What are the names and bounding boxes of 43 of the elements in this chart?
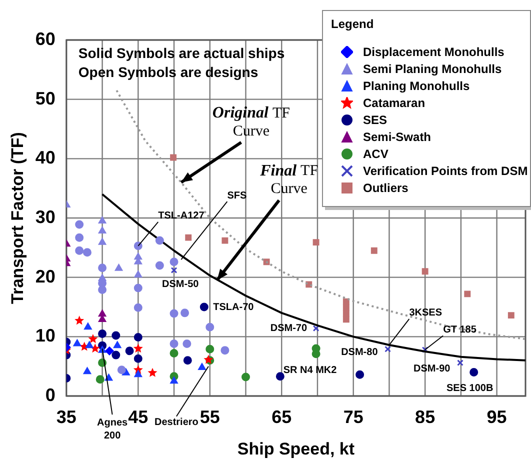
annotation: SR N4 MK2 — [283, 365, 338, 376]
legend-title: Legend — [331, 17, 375, 31]
y-tick-label: 20 — [35, 266, 56, 286]
y-tick-label: 50 — [35, 88, 56, 108]
legend-label: Displacement Monohulls — [363, 44, 504, 58]
x-tick-label: 55 — [200, 406, 220, 427]
annotation: DSM-80 — [341, 346, 378, 358]
annotation: DSM-50 — [162, 278, 200, 290]
y-tick-label: 0 — [45, 384, 56, 405]
annotation: Open Symbols are designs — [78, 64, 258, 80]
y-tick-label: 60 — [35, 28, 56, 49]
annotation: Final TF Curve — [259, 162, 318, 198]
legend-label: ACV — [363, 146, 388, 160]
legend-label: Planing Monohulls — [363, 78, 470, 92]
legend-label: Semi Planing Monohulls — [363, 62, 502, 76]
x-tick-label: 95 — [486, 406, 507, 427]
y-axis-title: Transport Factor (TF) — [8, 132, 27, 304]
legend-label: Verification Points from DSM — [363, 164, 528, 178]
x-tick-label: 65 — [272, 406, 292, 427]
x-tick-label: 85 — [415, 406, 436, 427]
annotation: Agnes 200 — [97, 417, 128, 442]
x-axis-title: Ship Speed, kt — [237, 439, 355, 458]
annotation: TSLA-70 — [213, 302, 254, 313]
x-tick-label: 45 — [128, 406, 148, 427]
annotation: SFS — [227, 190, 247, 202]
legend-label: Outliers — [363, 180, 408, 194]
legend-label: Catamaran — [363, 96, 426, 110]
annotation: Original TF Curve — [212, 104, 290, 140]
annotation: SES 100B — [446, 383, 494, 394]
y-tick-label: 30 — [35, 206, 56, 227]
y-tick-label: 40 — [35, 148, 56, 168]
legend-label: SES — [363, 112, 388, 126]
annotation: GT 185 — [443, 324, 477, 336]
annotation: Solid Symbols are actual ships — [78, 44, 285, 61]
x-tick-label: 35 — [56, 406, 76, 427]
annotation: TSL-A127 — [158, 210, 205, 222]
annotation: 3KSES — [409, 308, 442, 319]
x-tick-label: 75 — [343, 406, 364, 427]
y-tick-label: 10 — [35, 326, 56, 346]
annotation: DSM-70 — [270, 323, 308, 334]
legend-label: Semi-Swath — [363, 130, 432, 144]
annotation: DSM-90 — [414, 364, 451, 375]
annotation: Destriero — [154, 417, 198, 428]
